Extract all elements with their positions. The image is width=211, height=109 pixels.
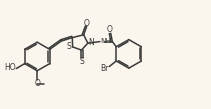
Text: NH: NH (101, 38, 112, 44)
Text: HO: HO (4, 63, 16, 72)
Text: S: S (66, 42, 71, 51)
Text: S: S (80, 57, 84, 66)
Text: O: O (84, 19, 90, 28)
Text: O: O (35, 79, 41, 88)
Text: Br: Br (100, 64, 109, 73)
Text: O: O (107, 25, 113, 34)
Text: N: N (89, 38, 94, 47)
